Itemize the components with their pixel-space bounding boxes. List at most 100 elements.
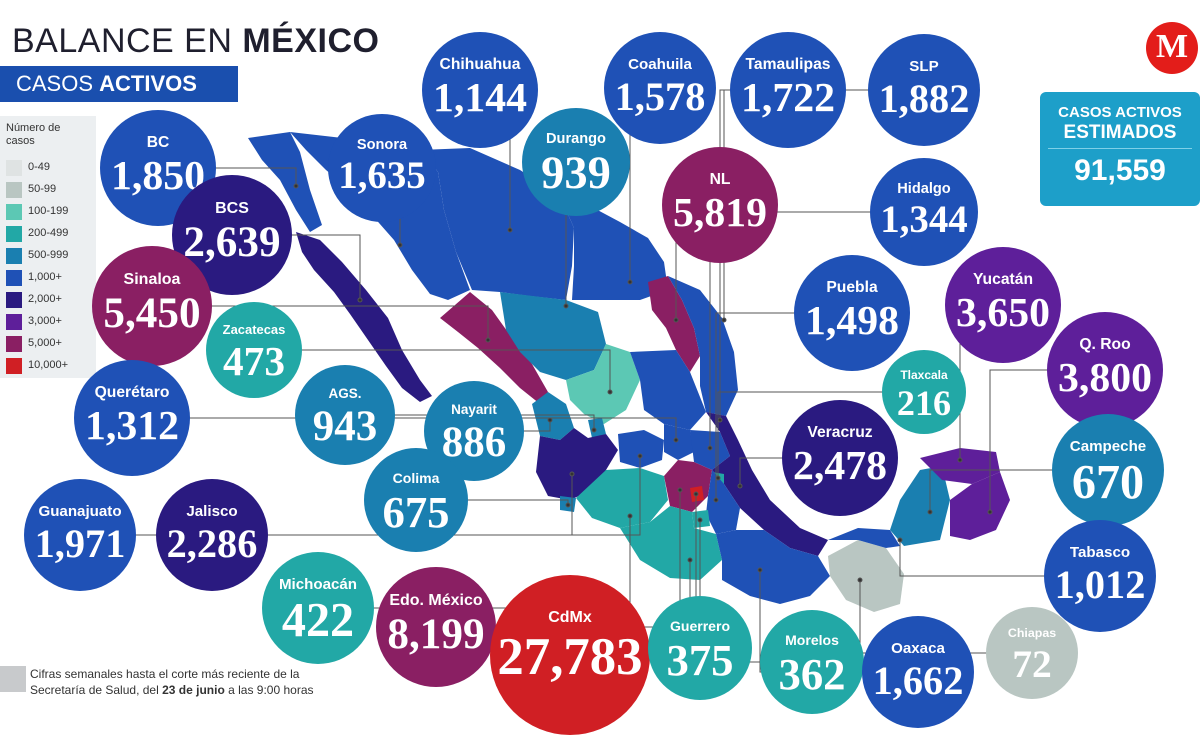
legend-label: 0-49 xyxy=(28,161,51,173)
connector-dot xyxy=(717,417,723,423)
state-value: 5,450 xyxy=(103,290,201,338)
connector-dot xyxy=(715,475,721,481)
connector-line xyxy=(254,349,611,392)
connector-dot xyxy=(563,303,569,309)
map-durango xyxy=(500,292,606,380)
state-value: 1,578 xyxy=(614,73,706,119)
state-bubble: Sinaloa 5,450 xyxy=(92,246,212,366)
state-value: 362 xyxy=(778,648,846,699)
state-name: Sonora xyxy=(356,136,408,153)
state-value: 670 xyxy=(1071,455,1145,509)
state-value: 1,662 xyxy=(872,657,964,703)
state-name: Guerrero xyxy=(669,617,731,634)
map-zacatecas xyxy=(566,344,640,424)
footnote-text: Cifras semanales hasta el corte más reci… xyxy=(30,667,314,697)
connector-dot xyxy=(607,389,613,395)
map-michoacan xyxy=(576,468,668,528)
state-name: Colima xyxy=(392,469,440,486)
connector-dot xyxy=(507,227,513,233)
state-bubble: Jalisco 2,286 xyxy=(156,479,268,591)
map-slp xyxy=(630,350,706,430)
connector-dot xyxy=(707,445,713,451)
state-name: Michoacán xyxy=(278,575,358,593)
state-bubble: Veracruz 2,478 xyxy=(782,400,898,516)
state-value: 1,722 xyxy=(741,75,835,122)
footnote-square xyxy=(0,666,26,692)
map-oaxaca xyxy=(716,530,830,604)
state-bubble: Guerrero 375 xyxy=(648,596,752,700)
state-bubble: Tabasco 1,012 xyxy=(1044,520,1156,632)
state-value: 473 xyxy=(223,338,285,385)
state-bubble: Querétaro 1,312 xyxy=(74,360,190,476)
connector-dot xyxy=(591,427,597,433)
state-bubble: Q. Roo 3,800 xyxy=(1047,312,1163,428)
state-bubble: Edo. México 8,199 xyxy=(376,567,496,687)
legend-swatch xyxy=(6,182,22,198)
state-value: 8,199 xyxy=(387,611,485,659)
state-value: 1,882 xyxy=(878,75,970,121)
estimate-divider xyxy=(1048,148,1192,149)
connector-dot xyxy=(547,417,553,423)
legend-swatch xyxy=(6,358,22,374)
state-name: SLP xyxy=(909,57,939,75)
map-edomex xyxy=(664,460,712,512)
state-name: AGS. xyxy=(328,386,362,401)
state-value: 1,312 xyxy=(85,403,179,450)
state-bubble: Chihuahua 1,144 xyxy=(422,32,538,148)
map-ags xyxy=(588,418,606,438)
state-value: 3,650 xyxy=(956,290,1050,337)
map-sinaloa xyxy=(440,292,548,404)
map-yucatan xyxy=(920,448,1000,484)
connector-dot xyxy=(687,557,693,563)
state-bubble: AGS. 943 xyxy=(295,365,395,465)
state-value: 5,819 xyxy=(673,190,767,237)
state-name: Durango xyxy=(546,130,606,147)
state-name: Q. Roo xyxy=(1079,336,1131,354)
state-bubble: Michoacán 422 xyxy=(262,552,374,664)
map-chiapas xyxy=(828,540,904,612)
connector-dot xyxy=(673,437,679,443)
map-coahuila xyxy=(560,196,668,300)
state-bubble: Durango 939 xyxy=(522,108,630,216)
state-bubble: Campeche 670 xyxy=(1052,414,1164,526)
state-name: Querétaro xyxy=(94,384,170,402)
state-bubble: SLP 1,882 xyxy=(868,34,980,146)
connector-dot xyxy=(897,537,903,543)
legend-swatch xyxy=(6,292,22,308)
milenio-logo: M xyxy=(1146,22,1198,74)
connector-dot xyxy=(627,279,633,285)
state-name: Chiapas xyxy=(1007,626,1057,641)
legend-label: 10,000+ xyxy=(28,359,69,371)
state-value: 3,800 xyxy=(1058,355,1152,402)
state-bubble: Chiapas 72 xyxy=(986,607,1078,699)
state-name: Zacatecas xyxy=(222,322,286,338)
legend-swatch xyxy=(6,314,22,330)
connector-dot xyxy=(737,483,743,489)
state-bubble: Colima 675 xyxy=(364,448,468,552)
state-name: Coahuila xyxy=(628,55,692,73)
state-bubble: CdMx 27,783 xyxy=(490,575,650,735)
state-name: Puebla xyxy=(826,279,878,297)
state-name: Hidalgo xyxy=(897,180,951,197)
legend-title: Número de casos xyxy=(6,122,61,147)
state-value: 216 xyxy=(896,382,952,423)
legend-label: 1,000+ xyxy=(28,271,62,283)
connector-line xyxy=(899,540,1100,577)
state-name: Jalisco xyxy=(186,502,238,520)
state-name: Tlaxcala xyxy=(900,367,948,382)
legend-label: 200-499 xyxy=(28,227,69,239)
state-name: CdMx xyxy=(548,608,592,626)
state-value: 1,635 xyxy=(338,154,426,198)
state-name: Oaxaca xyxy=(891,639,945,657)
state-value: 27,783 xyxy=(497,627,643,686)
state-value: 1,971 xyxy=(34,520,126,566)
state-value: 422 xyxy=(281,593,355,647)
state-bubble: Puebla 1,498 xyxy=(794,255,910,371)
estimate-label-line2: ESTIMADOS xyxy=(1063,122,1177,143)
legend-swatch xyxy=(6,204,22,220)
connector-dot xyxy=(569,471,575,477)
map-bcs xyxy=(296,232,432,402)
map-nayarit xyxy=(532,392,574,440)
connector-dot xyxy=(627,513,633,519)
